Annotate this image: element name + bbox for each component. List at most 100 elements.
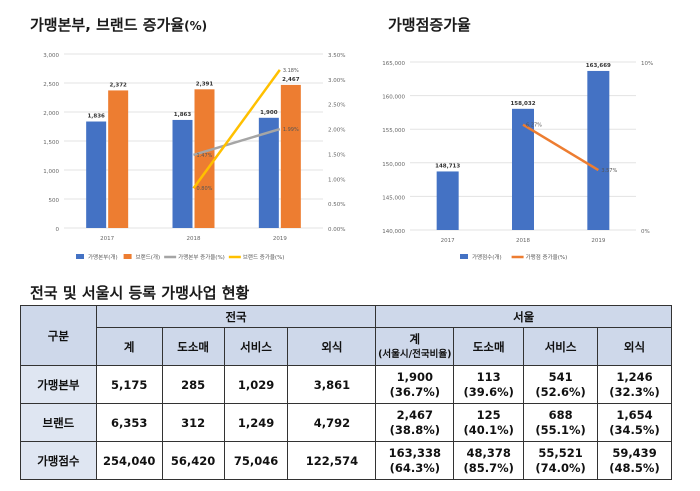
cell: 1,029	[223, 365, 289, 404]
bar	[86, 121, 107, 228]
y2-tick-label: 1.50%	[328, 152, 345, 158]
col-seoul-food: 외식	[597, 327, 672, 366]
bar	[436, 171, 459, 230]
cell-value: 113	[476, 369, 501, 384]
cell: 75,046	[223, 441, 289, 480]
cell: 285	[161, 365, 225, 404]
y2-tick-label: 0%	[641, 229, 650, 235]
cell: 541 (52.6%)	[523, 365, 599, 404]
y2-tick-label: 0.00%	[328, 227, 345, 233]
legend-label: 브랜드 증가율(%)	[243, 253, 285, 261]
table-row: 가맹본부 5,175 285 1,029 3,861 1,900 (36.7%) …	[20, 365, 672, 404]
cell-value: 55,521	[538, 445, 583, 460]
y-tick-label: 165,000	[382, 61, 405, 67]
col-national-total: 계	[95, 327, 163, 366]
cell-ratio: (74.0%)	[535, 460, 586, 475]
cell: 55,521 (74.0%)	[523, 441, 599, 480]
bar	[108, 90, 129, 228]
y-tick-label: 145,000	[382, 195, 405, 201]
cell: 59,439 (48.5%)	[597, 441, 672, 480]
col-seoul-total-label: 계	[409, 331, 421, 346]
bar	[512, 108, 534, 230]
cell-ratio: (40.1%)	[463, 422, 514, 437]
legend-label: 가맹점 증가율(%)	[526, 253, 568, 261]
table-corner: 구분	[20, 305, 97, 366]
chart1-svg: 0 500 1,000 1,500 2,000 2,500 3,000 0.00% 0.50% 1…	[43, 53, 345, 261]
data-label: 1,900	[260, 110, 278, 116]
cell: 1,246 (32.3%)	[597, 365, 672, 404]
y2-tick-label: 3.00%	[328, 78, 345, 84]
cell: 4,792	[287, 403, 377, 442]
cell-ratio: (85.7%)	[463, 460, 514, 475]
cell-value: 1,900	[396, 369, 433, 384]
data-label: 148,713	[435, 163, 460, 169]
cell: 113 (39.6%)	[453, 365, 525, 404]
cell: 6,353	[95, 403, 163, 442]
legend-label: 브랜드(개)	[136, 253, 161, 261]
cell: 48,378 (85.7%)	[453, 441, 525, 480]
bar	[172, 119, 193, 228]
line-data-label: 1.47%	[197, 153, 213, 159]
cell-value: 125	[476, 407, 501, 422]
cell-value: 1,246	[616, 369, 653, 384]
x-tick-label: 2019	[273, 236, 287, 242]
cell: 1,654 (34.5%)	[597, 403, 672, 442]
cell: 125 (40.1%)	[453, 403, 525, 442]
y-tick-label: 0	[56, 227, 60, 233]
line-data-label: 3.18%	[283, 68, 299, 74]
cell: 163,338 (64.3%)	[375, 441, 455, 480]
y-tick-label: 1,500	[43, 140, 59, 146]
y-tick-label: 140,000	[382, 229, 405, 235]
series-line	[522, 123, 599, 172]
legend-label: 가맹본부(개)	[88, 253, 118, 261]
cell-value: 2,467	[396, 407, 433, 422]
chart1-title-unit: (%)	[184, 19, 208, 33]
row-label: 브랜드	[20, 403, 97, 442]
group-national: 전국	[95, 305, 377, 328]
cell-ratio: (38.8%)	[389, 422, 440, 437]
bar	[258, 117, 279, 228]
y2-tick-label: 10%	[641, 61, 653, 67]
cell-value: 541	[548, 369, 573, 384]
cell-ratio: (32.3%)	[609, 384, 660, 399]
data-label: 158,032	[510, 101, 535, 107]
chart2-title: 가맹점증가율	[388, 16, 471, 34]
x-tick-label: 2017	[441, 238, 455, 244]
table-title: 전국 및 서울시 등록 가맹사업 현황	[30, 284, 250, 302]
data-label: 2,391	[196, 81, 214, 87]
x-tick-label: 2018	[187, 236, 201, 242]
col-national-food: 외식	[287, 327, 377, 366]
data-label: 1,836	[87, 114, 105, 120]
cell: 5,175	[95, 365, 163, 404]
cell: 3,861	[287, 365, 377, 404]
col-seoul-total-sub: (서울시/전국비율)	[378, 348, 452, 360]
line-data-label: 3.57%	[601, 168, 617, 174]
cell-ratio: (48.5%)	[609, 460, 660, 475]
cell: 254,040	[95, 441, 163, 480]
row-label: 가맹점수	[20, 441, 97, 480]
cell-value: 1,654	[616, 407, 653, 422]
cell: 1,900 (36.7%)	[375, 365, 455, 404]
line-data-label: 6.27%	[526, 123, 542, 129]
y-tick-label: 500	[49, 198, 60, 204]
group-seoul: 서울	[375, 305, 672, 328]
cell: 1,249	[223, 403, 289, 442]
data-label: 2,372	[109, 82, 127, 88]
y-tick-label: 1,000	[43, 169, 59, 175]
cell: 688 (55.1%)	[523, 403, 599, 442]
line-data-label: 0.80%	[197, 186, 213, 192]
y2-tick-label: 2.00%	[328, 128, 345, 134]
data-label: 163,669	[586, 63, 611, 69]
cell-ratio: (52.6%)	[535, 384, 586, 399]
x-tick-label: 2017	[100, 236, 114, 242]
y2-tick-label: 1.00%	[328, 177, 345, 183]
bar	[194, 89, 215, 229]
cell-value: 688	[548, 407, 573, 422]
data-label: 1,863	[174, 112, 192, 118]
cell-ratio: (39.6%)	[463, 384, 514, 399]
legend-swatch	[76, 254, 84, 259]
legend-label: 가맹본부 증가율(%)	[178, 253, 225, 261]
legend-swatch	[460, 254, 468, 259]
cell-value: 163,338	[388, 445, 441, 460]
col-national-service: 서비스	[223, 327, 289, 366]
